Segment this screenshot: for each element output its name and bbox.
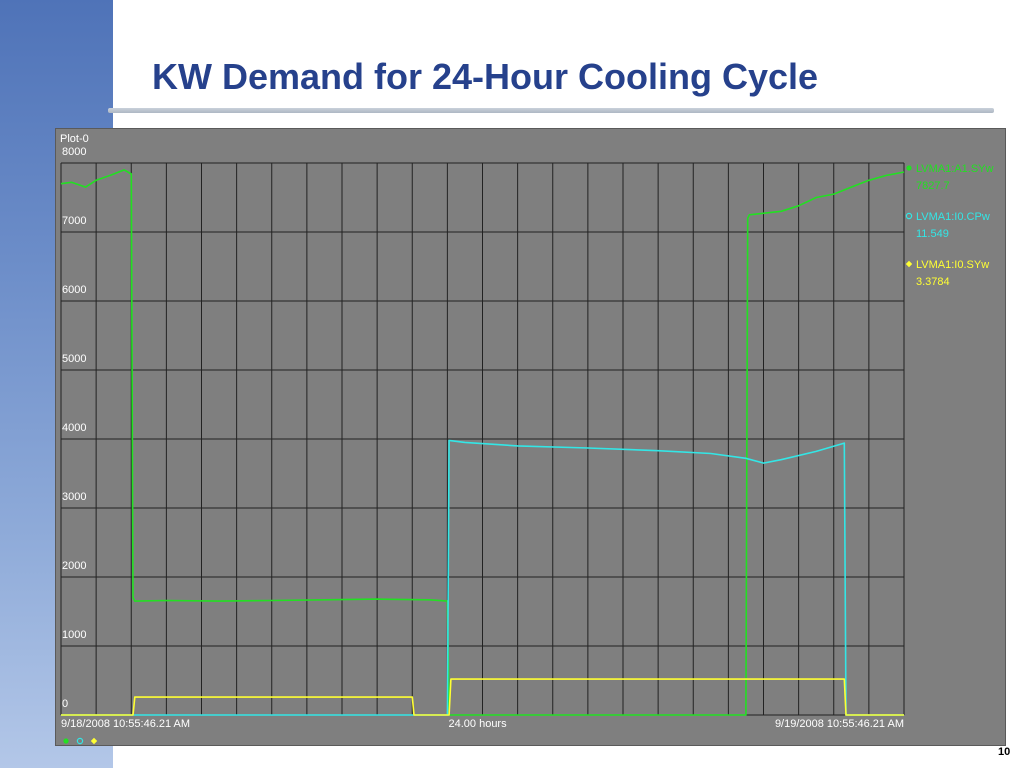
legend-marker — [906, 165, 912, 171]
y-tick-label: 0 — [62, 698, 68, 710]
x-tick-label: 9/19/2008 10:55:46.21 AM — [775, 718, 904, 730]
legend-marker — [905, 212, 913, 220]
legend-value: 3.3784 — [916, 276, 950, 288]
plot-title: Plot-0 — [60, 133, 89, 145]
footer-marker — [90, 737, 98, 745]
series-line — [61, 439, 904, 716]
series-line — [61, 678, 904, 716]
y-tick-label: 4000 — [62, 422, 86, 434]
legend-label: LVMA1:I0.SYw — [916, 259, 989, 271]
slide-title: KW Demand for 24-Hour Cooling Cycle — [152, 56, 819, 97]
legend-value: 7827.7 — [916, 180, 950, 192]
legend-value: 11.549 — [916, 228, 949, 240]
y-tick-label: 7000 — [62, 215, 86, 227]
legend-marker — [905, 260, 913, 268]
y-tick-label: 6000 — [62, 284, 86, 296]
legend-label: LVMA1:A1.SYw — [916, 163, 993, 175]
y-tick-label: 8000 — [62, 146, 86, 158]
y-tick-label: 1000 — [62, 629, 86, 641]
legend-label: LVMA1:I0.CPw — [916, 211, 990, 223]
page-number: 10 — [998, 746, 1011, 758]
line-chart: 0 1000 2000 3000 4000 5000 6000 7000 8000 9/18/20… — [60, 146, 993, 745]
y-tick-label: 5000 — [62, 353, 86, 365]
x-tick-label: 9/18/2008 10:55:46.21 AM — [61, 718, 190, 730]
title-divider — [108, 108, 994, 113]
x-tick-label: 24.00 hours — [449, 718, 508, 730]
y-tick-label: 3000 — [62, 491, 86, 503]
plot-frame: Plot-0 0 1000 2000 3000 4000 5000 6000 7000 8000… — [55, 128, 1006, 746]
footer-marker — [76, 737, 84, 745]
y-tick-label: 2000 — [62, 560, 86, 572]
footer-marker — [63, 738, 69, 744]
